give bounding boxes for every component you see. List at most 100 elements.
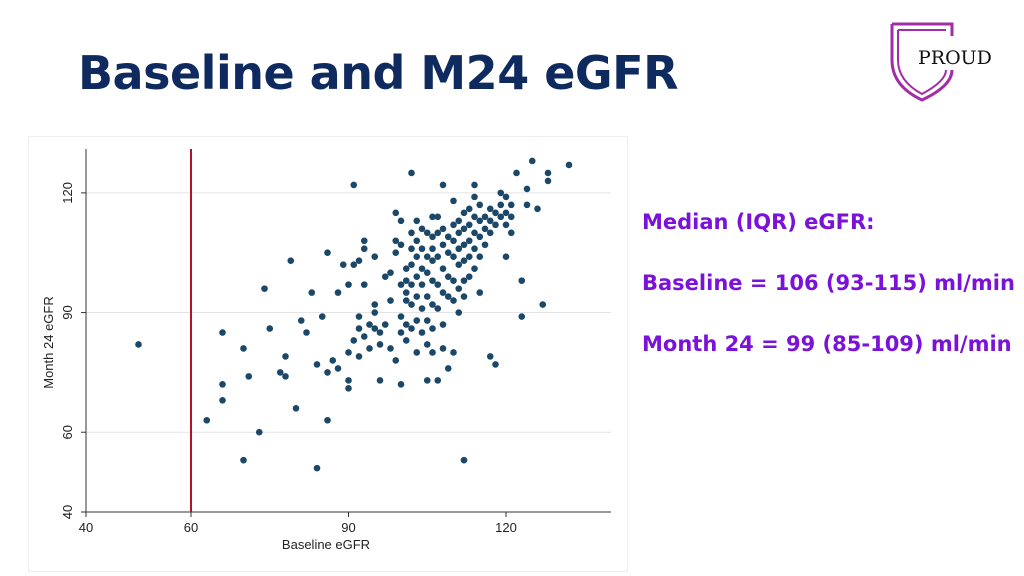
scatter-point <box>418 305 426 312</box>
scatter-point <box>402 337 410 344</box>
scatter-point <box>439 241 447 249</box>
scatter-point <box>360 333 368 340</box>
scatter-chart-svg: 40 60 90 120 40 60 90 120 Baseline eGFR Month 24 … <box>41 149 611 552</box>
scatter-point <box>413 253 421 261</box>
scatter-point <box>324 249 331 257</box>
stats-heading: Median (IQR) eGFR: <box>642 210 875 234</box>
stats-month24: Month 24 = 99 (85-109) ml/min <box>642 332 1012 356</box>
scatter-point <box>408 245 415 253</box>
scatter-point <box>460 456 468 464</box>
scatter-point <box>476 201 484 209</box>
slide-title: Baseline and M24 eGFR <box>78 46 679 100</box>
scatter-point <box>408 261 415 268</box>
scatter-point <box>429 245 436 253</box>
scatter-point <box>465 205 473 213</box>
scatter-point <box>345 349 352 356</box>
scatter-point <box>413 273 421 280</box>
scatter-point <box>460 209 468 217</box>
scatter-point <box>334 365 342 372</box>
scatter-point <box>287 257 295 264</box>
scatter-point <box>282 353 289 360</box>
scatter-point <box>434 281 442 288</box>
scatter-point <box>476 233 484 241</box>
scatter-point <box>408 169 415 177</box>
x-tick-label: 60 <box>184 520 198 535</box>
scatter-point <box>450 237 457 245</box>
scatter-point <box>518 277 526 284</box>
scatter-point <box>481 241 489 249</box>
scatter-point <box>492 221 499 229</box>
scatter-point <box>444 273 452 280</box>
scatter-point <box>450 197 457 205</box>
scatter-point <box>439 321 447 328</box>
scatter-point <box>465 237 473 245</box>
scatter-point <box>345 281 352 288</box>
scatter-point <box>413 293 421 300</box>
scatter-point <box>434 213 442 221</box>
scatter-point <box>439 345 447 352</box>
scatter-point <box>366 345 373 352</box>
scatter-point <box>429 257 436 264</box>
scatter-point <box>492 209 499 217</box>
scatter-point <box>439 289 447 296</box>
scatter-point <box>507 201 515 209</box>
proud-logo: PROUD <box>888 20 1000 104</box>
scatter-point <box>444 293 452 300</box>
scatter-point <box>413 217 421 225</box>
scatter-point <box>219 397 226 404</box>
scatter-point <box>423 269 431 276</box>
scatter-point <box>360 237 368 245</box>
scatter-point <box>429 277 436 284</box>
scatter-point <box>402 265 410 272</box>
scatter-point <box>471 193 478 201</box>
scatter-point <box>565 161 573 169</box>
scatter-point <box>418 225 426 233</box>
scatter-point <box>486 353 494 360</box>
scatter-point <box>423 341 431 348</box>
scatter-point <box>355 257 363 264</box>
scatter-point <box>408 229 415 237</box>
scatter-point <box>534 205 541 213</box>
scatter-point <box>455 217 463 225</box>
scatter-point <box>413 349 421 356</box>
scatter-point <box>455 285 463 292</box>
scatter-point <box>418 265 426 272</box>
scatter-point <box>434 253 442 261</box>
y-tick-label: 60 <box>60 425 75 439</box>
scatter-point <box>460 277 468 284</box>
scatter-point <box>408 281 415 288</box>
scatter-point <box>397 329 405 336</box>
scatter-point <box>371 325 379 332</box>
scatter-point <box>313 361 321 368</box>
scatter-point <box>434 377 442 384</box>
scatter-point <box>245 373 253 380</box>
scatter-point <box>444 365 452 372</box>
y-tick-label: 90 <box>60 305 75 319</box>
scatter-point <box>408 301 415 308</box>
scatter-chart: 40 60 90 120 40 60 90 120 Baseline eGFR Month 24 … <box>28 136 628 572</box>
scatter-point <box>539 301 547 308</box>
scatter-point <box>313 464 321 472</box>
scatter-point <box>240 345 247 352</box>
y-tick-label: 120 <box>60 182 75 204</box>
stats-baseline: Baseline = 106 (93-115) ml/min <box>642 271 1015 295</box>
scatter-point <box>381 273 389 280</box>
scatter-point <box>345 377 352 384</box>
scatter-point <box>297 317 305 324</box>
scatter-point <box>471 265 478 272</box>
scatter-point <box>476 289 484 296</box>
scatter-point <box>465 273 473 280</box>
scatter-point <box>371 301 379 308</box>
x-axis-title: Baseline eGFR <box>282 537 370 552</box>
scatter-point <box>423 377 431 384</box>
scatter-point <box>444 233 452 241</box>
scatter-point <box>397 217 405 225</box>
scatter-point <box>455 309 463 316</box>
scatter-point <box>450 297 457 304</box>
scatter-point <box>345 385 352 392</box>
scatter-point <box>492 361 499 368</box>
scatter-point <box>429 233 436 241</box>
scatter-point <box>450 277 457 284</box>
scatter-point <box>135 341 142 348</box>
scatter-point <box>276 369 284 376</box>
